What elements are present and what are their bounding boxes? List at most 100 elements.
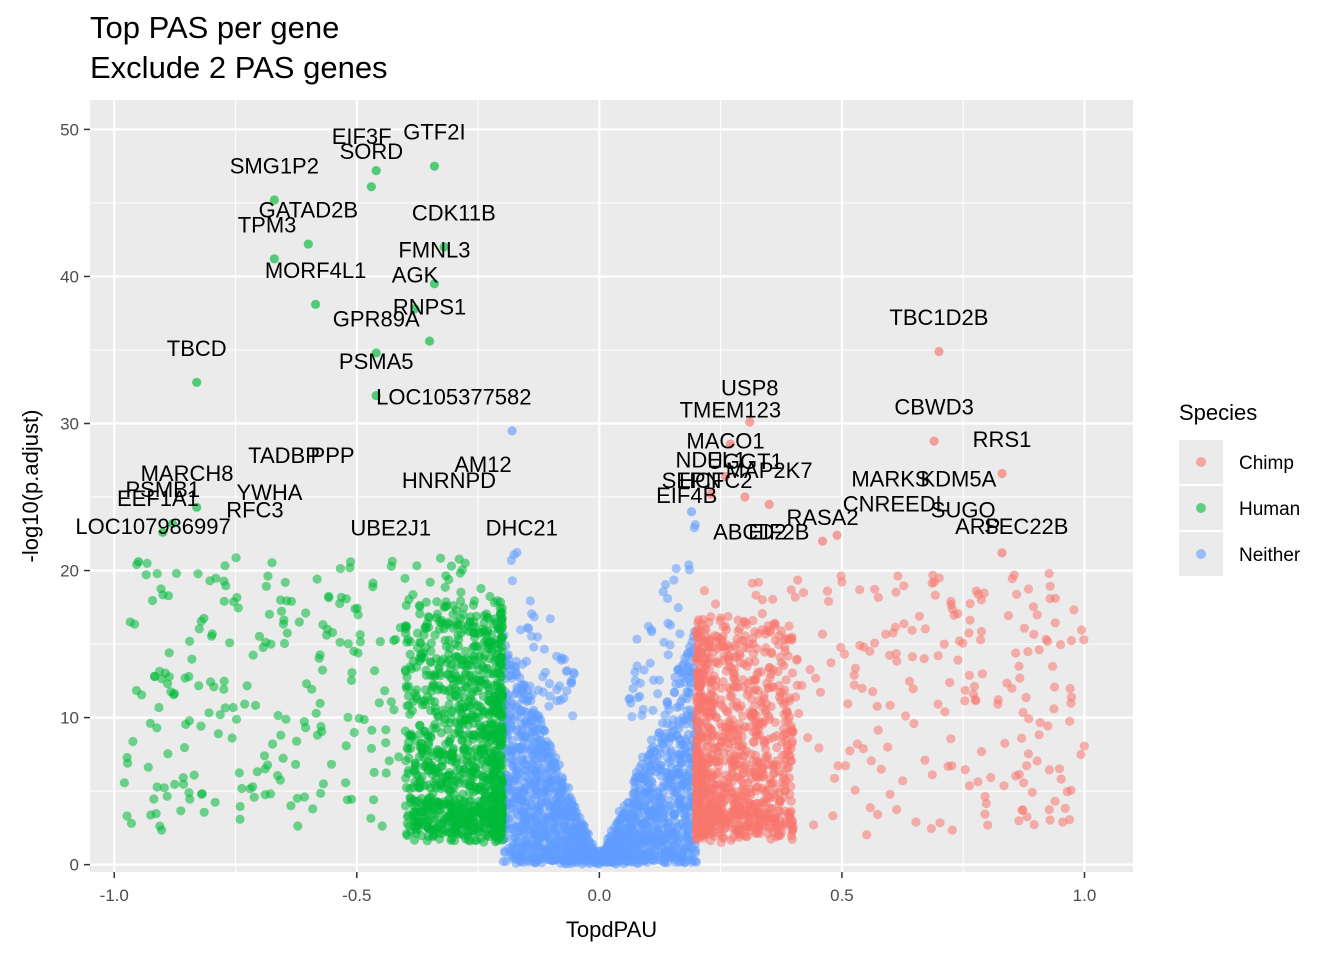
point-psmb1	[167, 518, 178, 529]
data-point-neither	[512, 688, 522, 698]
data-point-human	[349, 646, 359, 656]
data-point-chimp	[700, 624, 710, 634]
data-point-neither	[549, 757, 559, 767]
data-point-human	[293, 821, 303, 831]
data-point-human	[495, 671, 505, 682]
data-point-chimp	[817, 629, 828, 639]
data-point-human	[276, 606, 287, 616]
data-point-neither	[535, 763, 545, 773]
data-point-neither	[567, 675, 577, 686]
data-point-human	[375, 637, 385, 647]
data-point-neither	[516, 796, 527, 806]
label-march8: MARCH8	[141, 461, 234, 486]
point-march8	[192, 502, 202, 512]
data-point-human	[464, 787, 474, 798]
data-point-human	[405, 792, 415, 803]
data-point-human	[444, 700, 454, 710]
label-rfc3: RFC3	[226, 498, 283, 523]
data-point-human	[432, 597, 442, 607]
data-point-human	[312, 574, 322, 584]
data-point-chimp	[768, 594, 778, 604]
data-point-chimp	[733, 682, 743, 692]
point-tpm3	[269, 254, 279, 264]
data-point-neither	[663, 618, 673, 628]
data-point-chimp	[781, 675, 791, 685]
data-point-chimp	[788, 726, 798, 736]
data-point-human	[213, 729, 223, 739]
data-point-chimp	[1012, 589, 1022, 599]
data-point-chimp	[904, 676, 915, 686]
data-point-human	[452, 753, 462, 763]
data-point-human	[178, 773, 188, 783]
data-point-human	[318, 620, 328, 630]
data-point-chimp	[909, 718, 919, 729]
data-point-human	[370, 666, 380, 676]
point-cbwd3	[929, 436, 939, 446]
data-point-human	[355, 630, 365, 640]
data-point-human	[406, 730, 416, 741]
data-point-human	[477, 730, 487, 740]
data-point-chimp	[728, 721, 738, 731]
data-point-neither	[526, 777, 536, 787]
point-morf4l1	[310, 299, 321, 309]
label-map2k7: MAP2K7	[726, 458, 813, 483]
data-point-neither	[635, 843, 645, 854]
data-point-chimp	[696, 787, 706, 797]
data-point-human	[131, 685, 142, 696]
data-point-human	[176, 806, 186, 816]
data-point-human	[423, 731, 433, 741]
data-point-neither	[663, 650, 673, 660]
data-point-chimp	[843, 699, 853, 709]
data-point-chimp	[728, 760, 738, 770]
label-ywha: YWHA	[236, 480, 302, 505]
data-point-human	[430, 630, 440, 640]
data-point-chimp	[775, 652, 785, 662]
data-point-chimp	[901, 711, 911, 721]
point-uggt1	[740, 492, 750, 502]
data-point-chimp	[1017, 733, 1027, 743]
data-point-neither	[532, 785, 542, 795]
data-point-human	[406, 664, 417, 674]
point-smg1p2	[269, 195, 279, 205]
data-point-neither	[682, 687, 692, 697]
label-smg1p2: SMG1P2	[230, 154, 319, 179]
data-point-human	[469, 718, 479, 728]
data-point-human	[152, 782, 162, 792]
data-point-neither	[638, 704, 648, 715]
label-sec22b: SEC22B	[984, 514, 1068, 539]
data-point-chimp	[731, 742, 741, 752]
data-point-neither	[551, 844, 561, 854]
data-point-human	[122, 811, 132, 821]
data-point-chimp	[1015, 673, 1025, 683]
data-point-human	[261, 581, 271, 592]
data-point-neither	[669, 687, 680, 697]
data-point-chimp	[885, 700, 895, 710]
label-dhc21: DHC21	[486, 515, 558, 540]
label-eif4b: EIF4B	[656, 483, 717, 508]
point-sec22b	[997, 548, 1007, 558]
data-point-human	[317, 665, 328, 675]
data-point-human	[415, 777, 425, 788]
data-point-chimp	[742, 661, 752, 672]
data-point-neither	[504, 758, 515, 768]
data-point-human	[431, 796, 441, 806]
data-point-neither	[516, 707, 526, 717]
label-eif2b: EIF2B	[748, 520, 809, 545]
data-point-neither	[691, 857, 702, 867]
label-ppp: PPP	[311, 443, 355, 468]
data-point-human	[477, 661, 487, 671]
data-point-chimp	[775, 815, 785, 825]
data-point-neither	[614, 815, 625, 825]
data-point-human	[343, 712, 353, 723]
data-point-human	[292, 793, 302, 803]
data-point-human	[447, 834, 457, 844]
data-point-chimp	[736, 636, 746, 646]
data-point-neither	[517, 843, 527, 853]
data-point-chimp	[739, 616, 749, 626]
data-point-neither	[628, 808, 638, 819]
data-point-human	[171, 568, 182, 579]
data-point-human	[281, 714, 291, 724]
data-point-human	[478, 691, 489, 702]
data-point-human	[154, 702, 164, 713]
data-point-chimp	[873, 592, 884, 603]
